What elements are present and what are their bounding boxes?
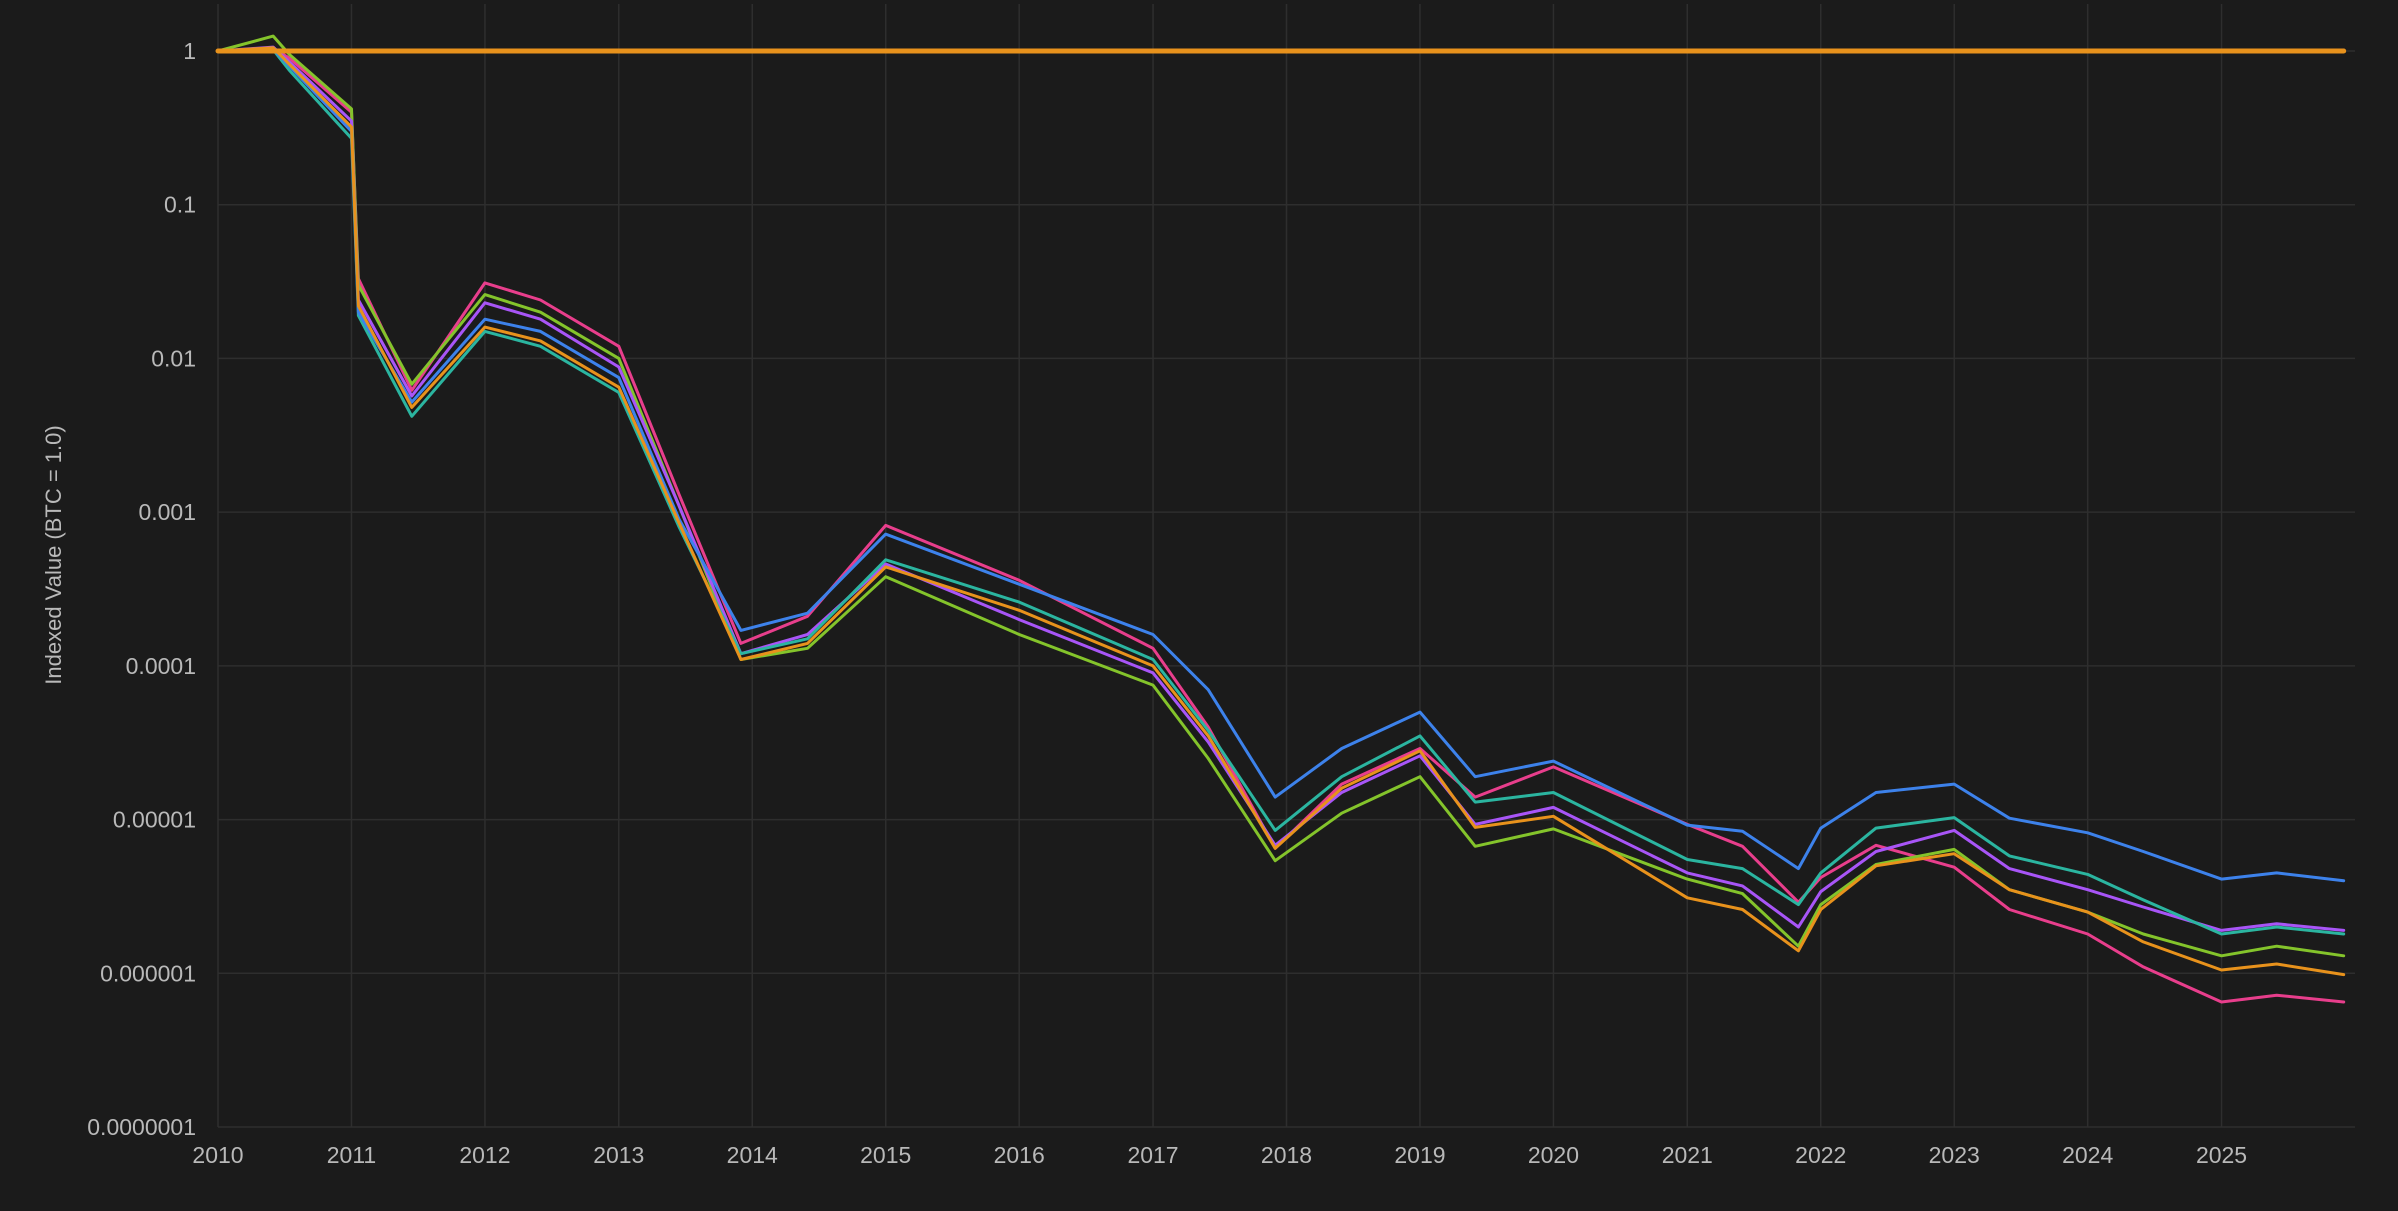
x-tick-label: 2021 [1662,1142,1713,1168]
y-tick-label: 0.00001 [113,807,196,833]
x-tick-label: 2014 [727,1142,778,1168]
series-line-4 [216,48,2346,936]
y-tick-label: 0.0001 [126,653,196,679]
series-line-6 [216,46,2346,977]
y-axis-title: Indexed Value (BTC = 1.0) [41,425,66,684]
series-line-5 [216,47,2346,883]
x-tick-label: 2013 [593,1142,644,1168]
y-tick-label: 0.1 [164,192,196,218]
x-tick-label: 2024 [2062,1142,2113,1168]
axis-labels: 1 0.1 0.01 0.001 0.0001 0.00001 0.000001 0.0000… [87,38,2247,1168]
x-tick-label: 2015 [860,1142,911,1168]
x-tick-label: 2020 [1528,1142,1579,1168]
x-tick-label: 2019 [1394,1142,1445,1168]
x-tick-label: 2010 [192,1142,243,1168]
y-tick-label: 0.01 [151,345,196,371]
x-tick-label: 2022 [1795,1142,1846,1168]
x-tick-label: 2018 [1261,1142,1312,1168]
y-tick-label: 0.0000001 [87,1114,196,1140]
series-lines [215,34,2347,1004]
y-tick-label: 1 [183,38,196,64]
x-tick-label: 2017 [1127,1142,1178,1168]
x-tick-label: 2012 [459,1142,510,1168]
series-line-2 [216,34,2346,958]
x-tick-label: 2023 [1929,1142,1980,1168]
x-tick-label: 2025 [2196,1142,2247,1168]
y-tick-label: 0.001 [138,499,196,525]
grid-lines [217,4,2355,1128]
y-tick-label: 0.000001 [100,960,196,986]
x-tick-label: 2016 [994,1142,1045,1168]
x-tick-label: 2011 [327,1142,376,1168]
series-line-3 [216,45,2346,932]
